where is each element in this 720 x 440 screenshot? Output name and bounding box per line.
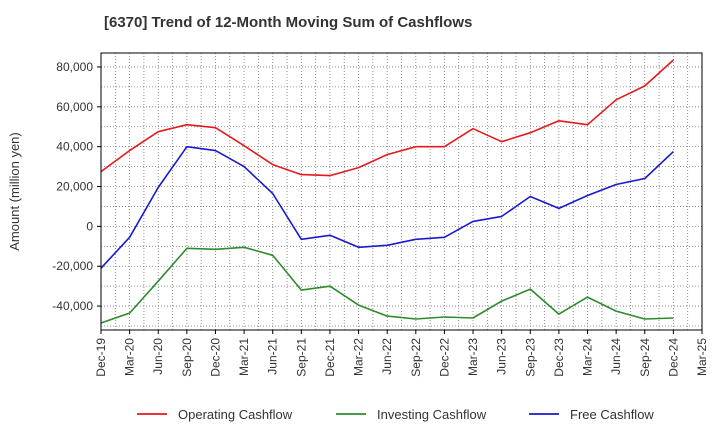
legend: Operating Cashflow Investing Cashflow Free…	[137, 407, 654, 422]
y-tick-label: -20,000	[52, 259, 93, 273]
series-line-free-cashflow	[100, 145, 674, 269]
legend-label: Free Cashflow	[570, 407, 654, 422]
x-tick-label: Sep-22	[409, 338, 423, 377]
x-tick-label: Sep-21	[294, 338, 308, 377]
y-tick-label: 20,000	[56, 180, 93, 194]
x-tick-label: Jun-22	[380, 338, 394, 375]
x-tick-label: Mar-23	[466, 338, 480, 376]
x-tick-label: Jun-20	[151, 338, 165, 375]
x-axis-ticks: Dec-19 Mar-20 Jun-20 Sep-20 Dec-20 Mar-21 Jun-…	[94, 330, 709, 377]
chart-title: [6370] Trend of 12-Month Moving Sum of C…	[104, 14, 473, 31]
series-lines	[100, 59, 674, 324]
x-tick-label: Jun-24	[609, 338, 623, 375]
x-tick-label: Sep-23	[523, 338, 537, 377]
grid-lines	[100, 53, 703, 330]
x-tick-label: Mar-22	[352, 338, 366, 376]
x-tick-label: Dec-24	[666, 338, 680, 377]
y-tick-label: -40,000	[52, 299, 93, 313]
x-tick-label: Jun-23	[495, 338, 509, 375]
x-tick-label: Mar-21	[237, 338, 251, 376]
y-axis-ticks: -40,000 -20,000 0 20,000 40,000 60,000 80,000	[52, 60, 101, 313]
y-tick-label: 40,000	[56, 140, 93, 154]
legend-label: Investing Cashflow	[377, 407, 487, 422]
x-tick-label: Mar-25	[695, 338, 709, 376]
x-tick-label: Dec-22	[437, 338, 451, 377]
x-tick-label: Dec-23	[552, 338, 566, 377]
x-tick-label: Dec-21	[323, 338, 337, 377]
x-tick-label: Sep-24	[638, 338, 652, 377]
y-axis-title: Amount (million yen)	[7, 132, 22, 251]
x-tick-label: Mar-24	[581, 338, 595, 376]
x-tick-label: Jun-21	[266, 338, 280, 375]
legend-label: Operating Cashflow	[178, 407, 293, 422]
x-tick-label: Sep-20	[180, 338, 194, 377]
x-tick-label: Mar-20	[123, 338, 137, 376]
y-tick-label: 80,000	[56, 60, 93, 74]
y-tick-label: 60,000	[56, 100, 93, 114]
y-tick-label: 0	[86, 219, 93, 233]
series-line-investing-cashflow	[100, 246, 674, 324]
plot-border	[100, 52, 703, 331]
x-tick-label: Dec-20	[208, 338, 222, 377]
x-tick-label: Dec-19	[94, 338, 108, 377]
series-line-operating-cashflow	[100, 59, 674, 177]
